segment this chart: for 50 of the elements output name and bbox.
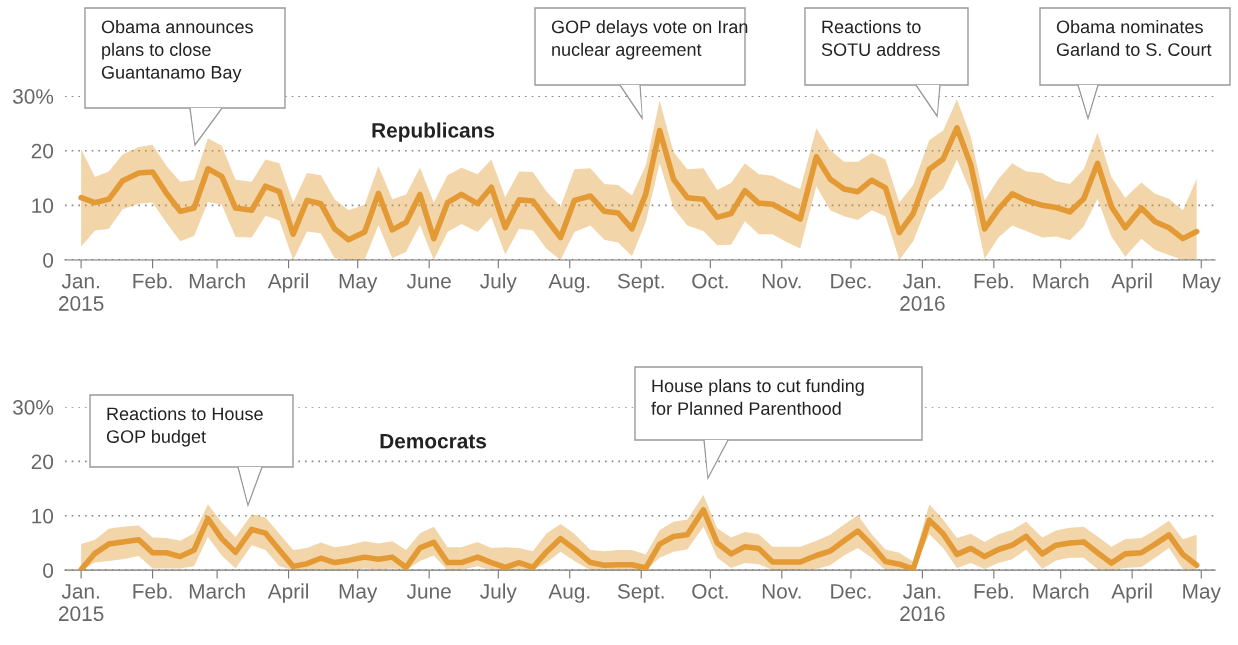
x-tick-label: April: [267, 273, 309, 293]
x-tick-label: April: [1111, 273, 1152, 293]
x-tick-label: Nov.: [762, 584, 801, 599]
x-tick-label: Jan. 2015: [59, 584, 104, 622]
text: Republicans: [372, 122, 495, 142]
x-tick-label: April: [1111, 583, 1152, 603]
x-tick-label: July: [480, 273, 517, 293]
x-tick-label: May: [339, 273, 378, 293]
y-tick-label: 30%: [12, 400, 54, 415]
y-tick-label: 0: [43, 252, 54, 268]
x-tick-label: March: [1033, 273, 1089, 289]
x-tick-label: Dec.: [831, 273, 871, 289]
x-tick-label: March: [189, 273, 245, 289]
y-tick-label: 10: [32, 198, 54, 214]
x-tick-label: Feb.: [133, 583, 172, 599]
y-tick-label: 20: [31, 454, 54, 470]
x-tick-label: Oct.: [692, 273, 728, 289]
y-tick-label: 10: [32, 508, 54, 524]
x-tick-label: June: [406, 273, 451, 289]
text: Democrats: [380, 433, 487, 449]
x-tick-label: Aug.: [548, 584, 590, 603]
x-tick-label: July: [480, 583, 517, 603]
x-tick-label: May: [1183, 584, 1221, 603]
x-tick-label: May: [1183, 273, 1221, 293]
x-tick-label: Oct.: [692, 583, 728, 599]
x-tick-label: April: [267, 583, 309, 603]
text: Obama nominates Garland to S. Court: [1056, 20, 1212, 56]
text: Reactions to SOTU address: [821, 20, 940, 56]
y-tick-label: 30%: [12, 89, 54, 104]
x-tick-label: March: [1033, 583, 1089, 599]
annotation: Reactions to House GOP budget: [106, 407, 263, 447]
x-tick-label: Aug.: [548, 273, 590, 293]
x-tick-label: Dec.: [831, 584, 871, 599]
annotation: House plans to cut funding for Planned Parenthood: [651, 379, 864, 415]
x-tick-label: Sept.: [617, 273, 664, 293]
x-tick-label: Feb.: [974, 583, 1013, 599]
y-tick-label: 20: [31, 143, 54, 159]
y-tick-label: 0: [43, 563, 54, 578]
x-tick-label: Feb.: [974, 273, 1013, 289]
text: Obama announces plans to close Guantanamo Bay: [101, 20, 253, 83]
x-tick-label: May: [339, 584, 378, 603]
x-tick-label: Nov.: [762, 273, 801, 289]
x-tick-label: Jan. 2016: [900, 273, 945, 311]
x-tick-label: Jan. 2015: [59, 273, 104, 311]
x-tick-label: Feb.: [133, 273, 172, 289]
x-tick-label: March: [189, 583, 245, 599]
x-tick-label: Sept.: [617, 583, 664, 603]
text: GOP delays vote on Iran nuclear agreement: [551, 20, 748, 60]
x-tick-label: June: [406, 584, 451, 599]
x-tick-label: Jan. 2016: [900, 584, 945, 622]
